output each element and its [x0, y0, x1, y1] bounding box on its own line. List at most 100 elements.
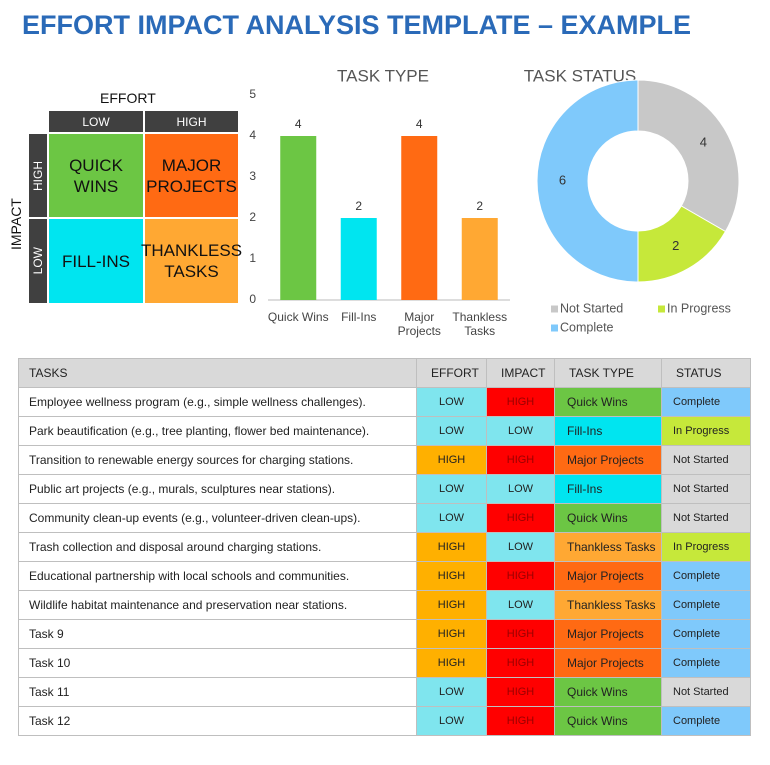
- bar: [401, 136, 438, 300]
- table-cell: Not Started: [661, 474, 751, 504]
- table-row: Task 11 LOW HIGH Quick Wins Not Started: [18, 677, 751, 707]
- table-cell: Complete: [661, 387, 751, 417]
- data-label: 2: [672, 238, 679, 253]
- matrix-cell: FILL-INS: [49, 219, 143, 303]
- table-cell: LOW: [486, 532, 555, 562]
- table-cell: Not Started: [661, 445, 751, 475]
- table-cell: Quick Wins: [554, 677, 662, 707]
- table-row: Trash collection and disposal around cha…: [18, 532, 751, 562]
- table-cell: Educational partnership with local schoo…: [18, 561, 417, 591]
- table-cell: LOW: [486, 474, 555, 504]
- table-cell: HIGH: [486, 677, 555, 707]
- table-cell: HIGH: [486, 503, 555, 533]
- table-row: Transition to renewable energy sources f…: [18, 445, 751, 475]
- y-tick-label: 0: [249, 292, 256, 306]
- y-tick-label: 2: [249, 210, 256, 224]
- bar: [340, 218, 377, 300]
- legend-swatch: [551, 324, 558, 332]
- table-cell: Complete: [661, 706, 751, 736]
- table-cell: Wildlife habitat maintenance and preserv…: [18, 590, 417, 620]
- data-label: 4: [295, 117, 302, 131]
- table-cell: LOW: [416, 416, 487, 446]
- table-row: Employee wellness program (e.g., simple …: [18, 387, 751, 417]
- effort-level: HIGH: [145, 111, 238, 132]
- legend-label: Not Started: [560, 301, 623, 315]
- table-cell: HIGH: [486, 706, 555, 736]
- table-cell: Complete: [661, 619, 751, 649]
- table-row: Task 12 LOW HIGH Quick Wins Complete: [18, 706, 751, 736]
- table-row: Wildlife habitat maintenance and preserv…: [18, 590, 751, 620]
- matrix-cell: MAJOR PROJECTS: [145, 134, 238, 217]
- effort-label: EFFORT: [100, 90, 156, 106]
- table-row: Public art projects (e.g., murals, sculp…: [18, 474, 751, 504]
- table-row: Community clean-up events (e.g., volunte…: [18, 503, 751, 533]
- page-title: EFFORT IMPACT ANALYSIS TEMPLATE – EXAMPL…: [22, 10, 692, 40]
- table-cell: Thankless Tasks: [554, 590, 662, 620]
- table-row: Educational partnership with local schoo…: [18, 561, 751, 591]
- chart-title: TASK TYPE: [337, 66, 429, 85]
- table-cell: Task 10: [18, 648, 417, 678]
- table-cell: Community clean-up events (e.g., volunte…: [18, 503, 417, 533]
- table-cell: Major Projects: [554, 648, 662, 678]
- table-cell: Complete: [661, 561, 751, 591]
- impact-level-box: LOW: [29, 219, 47, 303]
- table-cell: HIGH: [416, 532, 487, 562]
- legend-label: In Progress: [667, 301, 731, 315]
- table-cell: Fill-Ins: [554, 474, 662, 504]
- table-cell: HIGH: [416, 590, 487, 620]
- legend-swatch: [551, 305, 558, 313]
- column-header: TASKS: [18, 358, 417, 388]
- table-cell: In Progress: [661, 416, 751, 446]
- table-cell: HIGH: [486, 561, 555, 591]
- data-label: 2: [476, 199, 483, 213]
- table-cell: Fill-Ins: [554, 416, 662, 446]
- table-cell: HIGH: [486, 387, 555, 417]
- column-header: STATUS: [661, 358, 751, 388]
- table-cell: Trash collection and disposal around cha…: [18, 532, 417, 562]
- data-label: 6: [559, 172, 566, 187]
- effort-level: LOW: [49, 111, 143, 132]
- data-label: 2: [355, 199, 362, 213]
- table-cell: Major Projects: [554, 445, 662, 475]
- table-row: Task 10 HIGH HIGH Major Projects Complete: [18, 648, 751, 678]
- table-cell: HIGH: [416, 445, 487, 475]
- table-cell: HIGH: [416, 648, 487, 678]
- table-cell: Not Started: [661, 503, 751, 533]
- x-tick-label: Quick Wins: [267, 310, 329, 324]
- column-header: IMPACT: [486, 358, 555, 388]
- table-row: Park beautification (e.g., tree planting…: [18, 416, 751, 446]
- table-cell: Quick Wins: [554, 503, 662, 533]
- table-cell: Quick Wins: [554, 387, 662, 417]
- matrix-cell: THANKLESS TASKS: [141, 219, 242, 303]
- y-tick-label: 1: [249, 251, 256, 265]
- table-cell: Task 9: [18, 619, 417, 649]
- header-row: TASKS EFFORT IMPACT TASK TYPE STATUS: [18, 358, 751, 388]
- table-cell: LOW: [416, 474, 487, 504]
- data-label: 4: [700, 135, 707, 150]
- table-cell: HIGH: [416, 561, 487, 591]
- column-header: EFFORT: [416, 358, 487, 388]
- table-cell: Transition to renewable energy sources f…: [18, 445, 417, 475]
- table-cell: Quick Wins: [554, 706, 662, 736]
- table-cell: LOW: [486, 590, 555, 620]
- table-cell: LOW: [486, 416, 555, 446]
- table-cell: In Progress: [661, 532, 751, 562]
- bar: [280, 136, 317, 300]
- data-label: 4: [416, 117, 423, 131]
- impact-level-box: HIGH: [29, 134, 47, 217]
- charts: TASK TYPE 0 1 2 3 4 5 4 2 4 2 TASK STATUS 4 2 6 Not Sta…: [249, 66, 740, 334]
- donut-segment: [637, 79, 740, 233]
- table-cell: Park beautification (e.g., tree planting…: [18, 416, 417, 446]
- x-tick-label: Major Projects: [397, 310, 441, 338]
- table-cell: Thankless Tasks: [554, 532, 662, 562]
- matrix-cell: QUICK WINS: [49, 134, 143, 217]
- legend-swatch: [658, 305, 665, 313]
- table-cell: Employee wellness program (e.g., simple …: [18, 387, 417, 417]
- table-cell: LOW: [416, 503, 487, 533]
- legend-label: Complete: [560, 320, 614, 334]
- task-table: TASKS EFFORT IMPACT TASK TYPE STATUS Employe…: [18, 358, 751, 736]
- table-cell: LOW: [416, 706, 487, 736]
- table-cell: LOW: [416, 677, 487, 707]
- table-cell: Major Projects: [554, 561, 662, 591]
